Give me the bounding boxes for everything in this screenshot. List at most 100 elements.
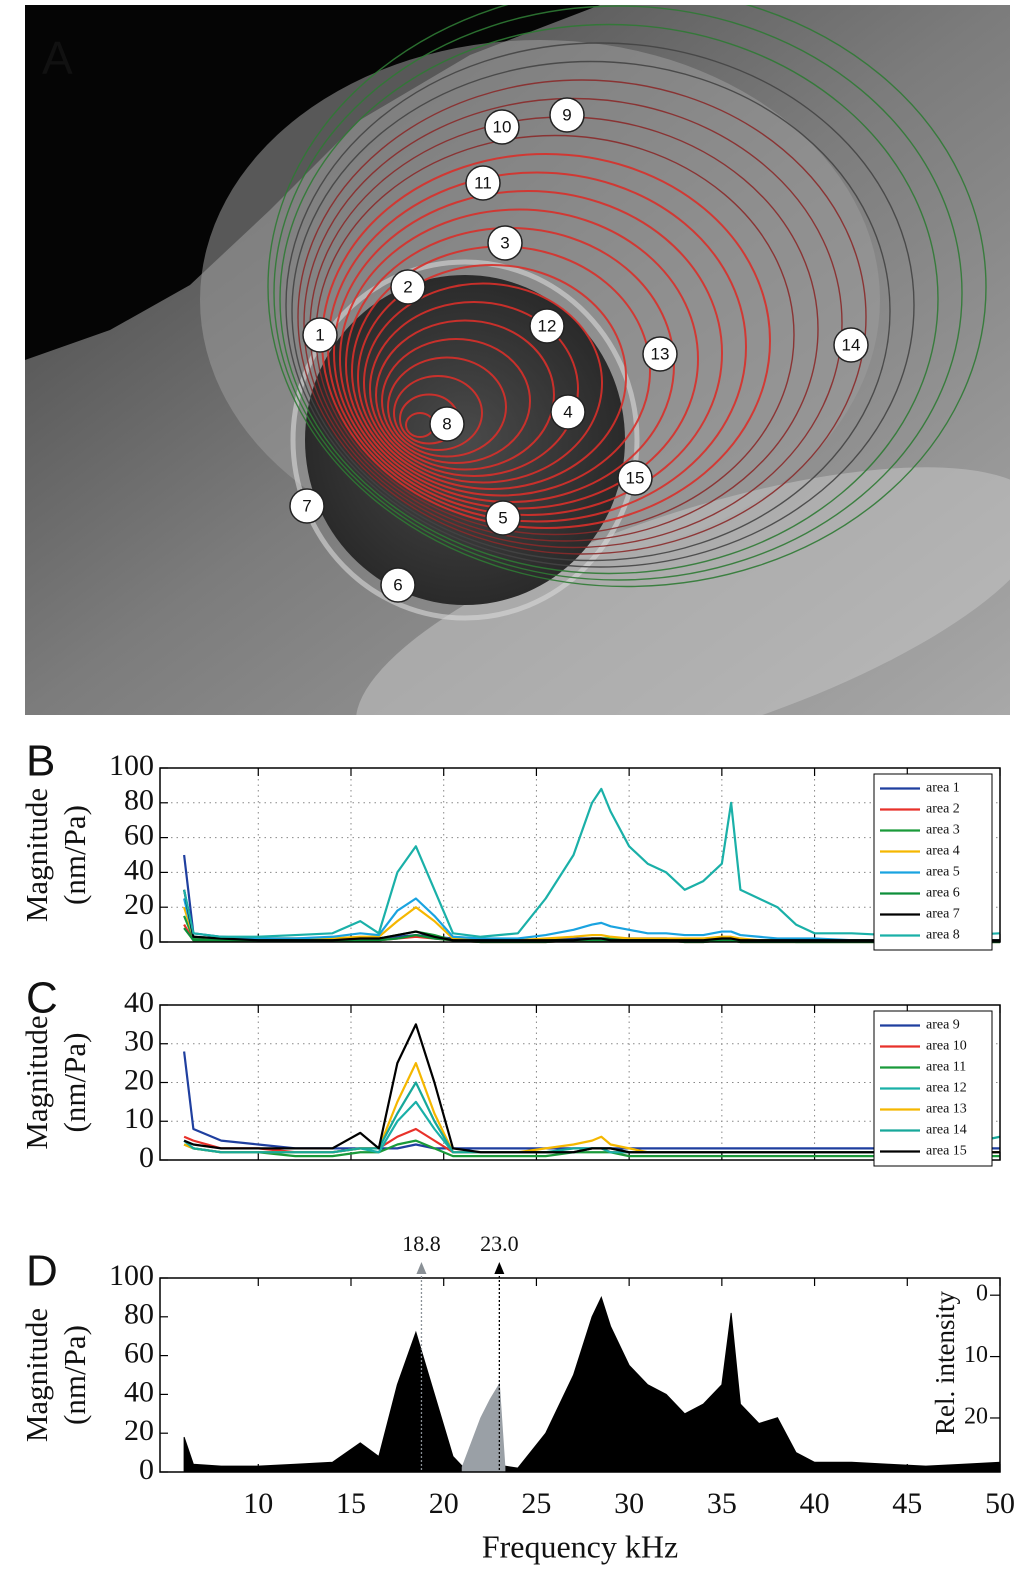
panel-label: B bbox=[26, 737, 55, 786]
contour bbox=[357, 264, 627, 490]
y-tick-label: 100 bbox=[109, 749, 154, 782]
annotation-arrow bbox=[494, 1262, 505, 1274]
y-tick-label: 100 bbox=[109, 1259, 154, 1292]
series-area bbox=[461, 1382, 506, 1473]
legend-label: area 12 bbox=[926, 1081, 967, 1096]
plot-frame bbox=[159, 1277, 1001, 1473]
tympanum-rim bbox=[290, 259, 640, 621]
legend-label: area 2 bbox=[926, 802, 960, 817]
legend-label: area 3 bbox=[926, 823, 960, 838]
annotation-arrow bbox=[416, 1262, 427, 1274]
marker-label: 3 bbox=[500, 233, 509, 252]
x-tick-label: 10 bbox=[243, 1487, 273, 1520]
marker-circle bbox=[484, 109, 520, 145]
marker-circle bbox=[289, 488, 325, 524]
x-axis-label: Frequency kHz bbox=[482, 1528, 678, 1564]
y-tick-label: 80 bbox=[124, 784, 154, 817]
marker-label: 11 bbox=[474, 173, 492, 192]
legend-label: area 8 bbox=[926, 928, 960, 943]
plot-frame bbox=[159, 1004, 1001, 1161]
marker-label: 4 bbox=[563, 402, 572, 421]
contour bbox=[285, 42, 915, 568]
y-tick-label: 20 bbox=[124, 1063, 154, 1096]
marker-circle bbox=[529, 308, 565, 344]
y-tick-label: 0 bbox=[139, 1141, 154, 1174]
legend-label: area 13 bbox=[926, 1102, 967, 1117]
x-tick-label: 25 bbox=[521, 1487, 551, 1520]
contour bbox=[297, 79, 867, 555]
y-tick-label: 30 bbox=[124, 1025, 154, 1058]
contour bbox=[279, 23, 939, 575]
marker-label: 14 bbox=[842, 335, 861, 354]
marker-circle bbox=[550, 394, 586, 430]
series-line bbox=[183, 787, 1001, 938]
contour bbox=[393, 375, 483, 451]
y-axis-label: (nm/Pa) bbox=[57, 805, 92, 905]
marker-label: 15 bbox=[626, 468, 645, 487]
contour bbox=[339, 208, 699, 510]
legend-label: area 6 bbox=[926, 886, 960, 901]
legend-label: area 7 bbox=[926, 907, 960, 922]
y-axis-label: Magnitude bbox=[19, 1308, 54, 1442]
marker-label: 13 bbox=[651, 344, 670, 363]
marker-circle bbox=[487, 225, 523, 261]
annotation-label: 23.0 bbox=[480, 1231, 519, 1256]
annotation-label: 18.8 bbox=[402, 1231, 441, 1256]
marker-circle bbox=[429, 406, 465, 442]
contour bbox=[375, 319, 555, 471]
marker-label: 10 bbox=[493, 117, 512, 136]
x-tick-label: 30 bbox=[614, 1487, 644, 1520]
y2-tick-label: 10 bbox=[964, 1342, 988, 1368]
series-line bbox=[183, 897, 1000, 942]
marker-label: 7 bbox=[302, 496, 311, 515]
panel-label: D bbox=[26, 1247, 58, 1296]
legend-label: area 14 bbox=[926, 1123, 967, 1138]
contour bbox=[363, 282, 603, 484]
y-axis-label: (nm/Pa) bbox=[57, 1325, 92, 1425]
marker-label: 12 bbox=[538, 316, 557, 335]
y-tick-label: 0 bbox=[139, 1453, 154, 1486]
y-axis-label: Magnitude bbox=[19, 788, 54, 922]
legend-box bbox=[873, 773, 993, 951]
contour bbox=[381, 338, 531, 464]
marker-label: 6 bbox=[393, 575, 402, 594]
panel-label: C bbox=[26, 974, 58, 1023]
marker-label: 1 bbox=[315, 325, 324, 344]
x-tick-label: 45 bbox=[892, 1487, 922, 1520]
contour bbox=[369, 301, 579, 477]
legend-label: area 11 bbox=[926, 1060, 966, 1075]
marker-circle bbox=[549, 97, 585, 133]
legend-label: area 10 bbox=[926, 1039, 967, 1054]
y-tick-label: 80 bbox=[124, 1298, 154, 1331]
y-axis-label: Magnitude bbox=[19, 1015, 54, 1149]
plot-frame bbox=[159, 767, 1001, 943]
tympanum bbox=[305, 275, 625, 605]
series-line bbox=[183, 1139, 1000, 1158]
y2-axis-label: Rel. intensity bbox=[930, 1291, 960, 1435]
plot-area bbox=[160, 768, 1000, 942]
contour bbox=[267, 5, 987, 588]
x-tick-label: 50 bbox=[985, 1487, 1014, 1520]
marker-label: 2 bbox=[403, 277, 412, 296]
x-tick-label: 40 bbox=[800, 1487, 830, 1520]
y-tick-label: 60 bbox=[124, 1336, 154, 1369]
marker-circle bbox=[302, 317, 338, 353]
marker-circle bbox=[465, 165, 501, 201]
legend-label: area 9 bbox=[926, 1018, 960, 1033]
marker-label: 5 bbox=[498, 508, 507, 527]
legend-label: area 15 bbox=[926, 1144, 967, 1159]
x-tick-label: 35 bbox=[707, 1487, 737, 1520]
y-tick-label: 40 bbox=[124, 1375, 154, 1408]
y2-tick-label: 20 bbox=[964, 1403, 988, 1429]
marker-circle bbox=[642, 336, 678, 372]
contour bbox=[333, 190, 723, 516]
legend-label: area 4 bbox=[926, 844, 960, 859]
y-tick-label: 60 bbox=[124, 818, 154, 851]
y2-tick-label: 0 bbox=[976, 1281, 988, 1307]
series-line bbox=[183, 889, 1000, 942]
lower-region bbox=[355, 467, 1010, 715]
